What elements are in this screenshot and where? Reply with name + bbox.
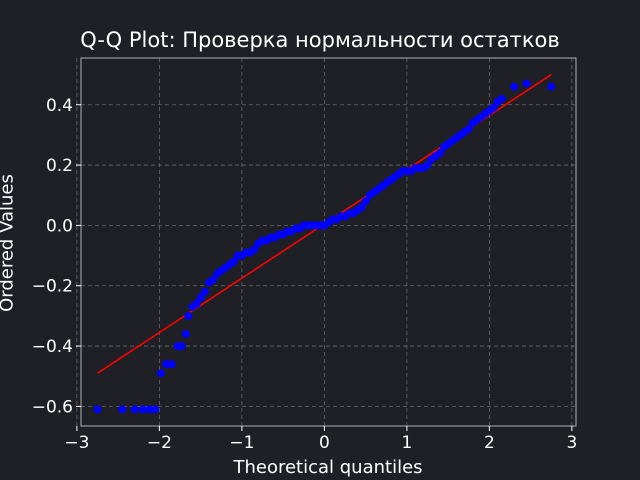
chart-title: Q-Q Plot: Проверка нормальности остатков xyxy=(80,28,560,52)
data-point xyxy=(177,342,186,351)
axes-frame xyxy=(80,57,577,427)
data-point xyxy=(497,94,506,103)
x-tick-label: 1 xyxy=(401,433,412,453)
data-point xyxy=(547,82,556,91)
data-point xyxy=(357,203,366,212)
data-point xyxy=(464,124,473,133)
data-point xyxy=(435,149,444,158)
x-tick-label: 0 xyxy=(319,433,330,453)
data-point xyxy=(145,405,154,414)
data-point xyxy=(118,405,127,414)
data-point xyxy=(489,103,498,112)
data-point xyxy=(157,369,166,378)
data-point xyxy=(192,299,201,308)
y-ticks: −0.6 −0.4 −0.2 0.0 0.2 0.4 xyxy=(32,96,81,417)
y-tick-label: 0.4 xyxy=(46,96,73,116)
data-point xyxy=(209,275,217,284)
grid-lines xyxy=(76,58,576,426)
x-tick-label: 2 xyxy=(484,433,495,453)
y-tick-label: −0.4 xyxy=(32,337,73,357)
data-point xyxy=(130,405,139,414)
y-tick-label: 0.2 xyxy=(46,156,73,176)
data-point xyxy=(522,79,531,88)
data-point xyxy=(184,311,193,320)
x-tick-label: −3 xyxy=(64,433,89,453)
data-point xyxy=(93,405,102,414)
data-point xyxy=(138,405,147,414)
data-points xyxy=(93,79,556,414)
data-point xyxy=(510,82,519,91)
y-tick-label: −0.6 xyxy=(32,397,73,417)
data-point xyxy=(196,293,205,302)
data-point xyxy=(167,360,176,369)
x-ticks: −3 −2 −1 0 1 2 3 xyxy=(64,426,577,453)
data-point xyxy=(250,245,259,254)
x-tick-label: −2 xyxy=(147,433,172,453)
data-point xyxy=(151,405,160,414)
data-point xyxy=(229,257,238,266)
data-point xyxy=(181,330,190,338)
data-point xyxy=(361,197,370,206)
y-tick-label: −0.2 xyxy=(32,277,73,297)
y-tick-label: 0.0 xyxy=(46,216,73,236)
data-point xyxy=(423,161,432,170)
data-point xyxy=(200,287,209,296)
x-tick-label: 3 xyxy=(566,433,577,453)
x-axis-label: Theoretical quantiles xyxy=(233,457,423,478)
y-axis-label: Ordered Values xyxy=(0,174,18,312)
data-point xyxy=(161,360,170,369)
x-tick-label: −1 xyxy=(229,433,254,453)
